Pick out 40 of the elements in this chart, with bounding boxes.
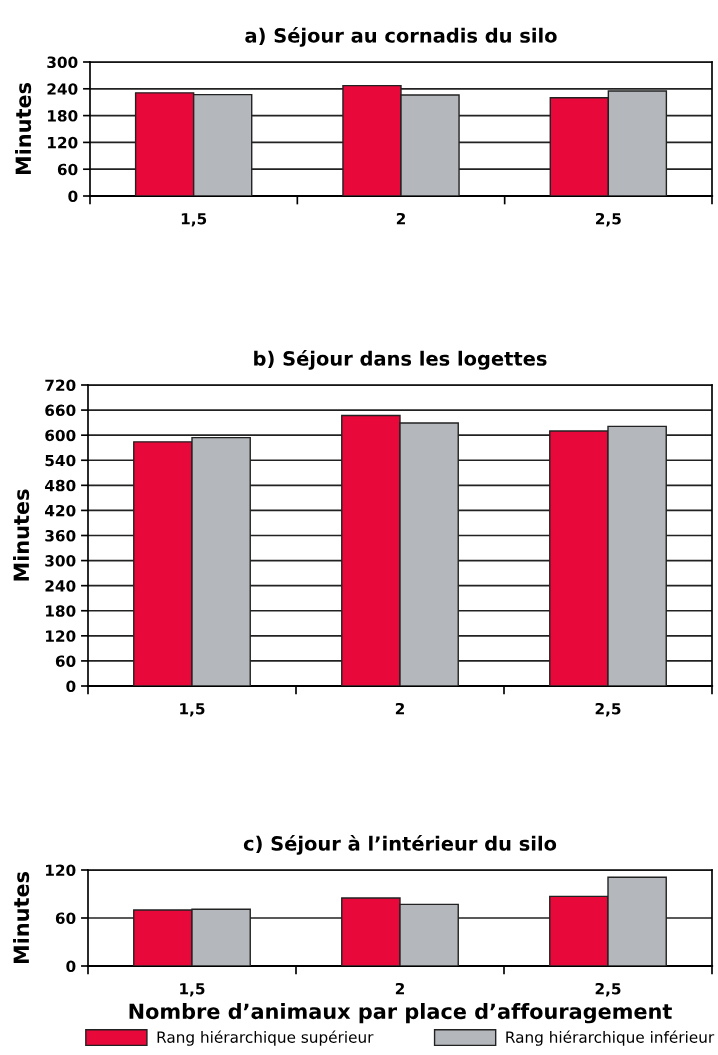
y-tick-label: 0 <box>68 190 78 203</box>
x-tick-label: 2 <box>396 212 405 225</box>
y-tick-label: 300 <box>47 56 78 69</box>
y-tick-label: 600 <box>45 429 76 442</box>
x-tick-label: 2,5 <box>596 212 621 227</box>
y-axis-title: Minutes <box>15 82 32 175</box>
y-tick-label: 120 <box>46 864 76 877</box>
y-axis-title: Minutes <box>13 871 30 964</box>
y-tick-label: 0 <box>66 960 76 973</box>
y-tick-label: 420 <box>44 504 76 517</box>
y-tick-label: 60 <box>55 655 76 667</box>
y-tick-label: 300 <box>45 555 76 567</box>
x-tick-label: 2 <box>395 982 404 995</box>
y-tick-label: 60 <box>55 912 76 925</box>
y-tick-label: 180 <box>46 605 76 617</box>
y-tick-label: 0 <box>66 680 76 693</box>
y-tick-label: 240 <box>45 580 76 592</box>
legend-label: Rang hiérarchique inférieur <box>506 1030 715 1046</box>
y-tick-label: 660 <box>45 404 76 417</box>
y-tick-label: 720 <box>45 379 76 392</box>
y-tick-label: 120 <box>46 630 76 642</box>
x-tick-label: 1,5 <box>180 703 205 717</box>
chart-title: a) Séjour au cornadis du silo <box>245 27 557 47</box>
y-tick-label: 180 <box>48 110 78 122</box>
x-tick-label: 2,5 <box>595 982 621 997</box>
y-tick-label: 240 <box>47 83 78 95</box>
y-tick-label: 360 <box>45 529 76 542</box>
x-tick-label: 1,5 <box>181 213 207 227</box>
y-tick-label: 480 <box>44 479 76 492</box>
y-tick-label: 540 <box>45 454 76 467</box>
x-tick-label: 2 <box>395 702 404 715</box>
x-tick-label: 1,5 <box>180 983 205 997</box>
legend-label: Rang hiérarchique supérieur <box>157 1030 374 1046</box>
y-axis-title: Minutes <box>13 489 30 581</box>
chart-title: c) Séjour à l’intérieur du silo <box>243 835 557 855</box>
x-axis-title: Nombre d’animaux par place d’affouragement <box>129 1003 672 1024</box>
x-tick-label: 2,5 <box>595 702 621 717</box>
chart-title: b) Séjour dans les logettes <box>254 350 547 370</box>
y-tick-label: 60 <box>57 163 78 176</box>
y-tick-label: 120 <box>48 136 78 149</box>
